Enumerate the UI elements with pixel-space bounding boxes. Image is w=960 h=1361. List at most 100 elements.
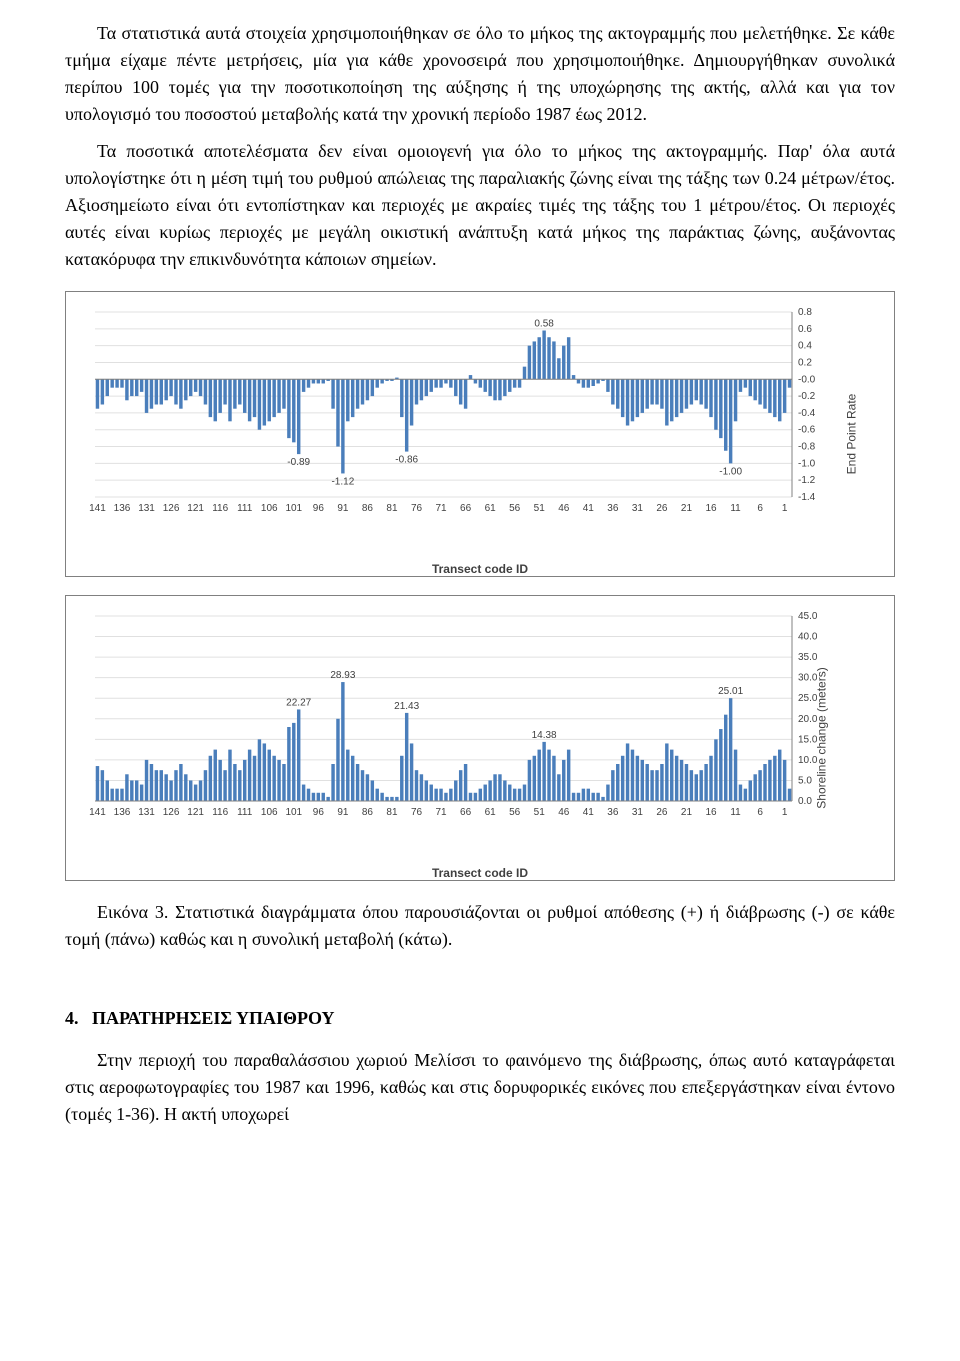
svg-text:40.0: 40.0	[798, 632, 818, 643]
svg-text:-0.4: -0.4	[798, 408, 816, 419]
svg-text:0.0: 0.0	[798, 796, 812, 807]
svg-text:91: 91	[337, 503, 349, 514]
svg-text:16: 16	[705, 503, 717, 514]
svg-text:131: 131	[138, 807, 155, 818]
svg-text:26: 26	[656, 807, 668, 818]
svg-text:21: 21	[681, 503, 693, 514]
svg-text:136: 136	[114, 503, 131, 514]
svg-text:81: 81	[386, 503, 398, 514]
svg-text:0.8: 0.8	[798, 307, 812, 318]
chart-1-xlabel: Transect code ID	[66, 562, 894, 576]
svg-text:36: 36	[607, 807, 619, 818]
svg-text:31: 31	[632, 503, 644, 514]
svg-text:6: 6	[757, 503, 763, 514]
svg-text:106: 106	[261, 807, 278, 818]
svg-text:21.43: 21.43	[394, 701, 419, 712]
svg-text:-1.0: -1.0	[798, 458, 816, 469]
svg-text:141: 141	[89, 807, 106, 818]
svg-text:0.6: 0.6	[798, 324, 812, 335]
svg-text:46: 46	[558, 503, 570, 514]
svg-text:-1.00: -1.00	[719, 466, 742, 477]
svg-text:96: 96	[313, 807, 325, 818]
svg-text:76: 76	[411, 807, 423, 818]
svg-text:126: 126	[163, 503, 180, 514]
svg-text:66: 66	[460, 503, 472, 514]
svg-text:1: 1	[782, 503, 788, 514]
svg-text:56: 56	[509, 807, 521, 818]
svg-text:126: 126	[163, 807, 180, 818]
svg-text:25.01: 25.01	[718, 686, 743, 697]
svg-text:-0.8: -0.8	[798, 442, 816, 453]
svg-text:131: 131	[138, 503, 155, 514]
svg-text:46: 46	[558, 807, 570, 818]
svg-text:61: 61	[485, 807, 497, 818]
svg-text:86: 86	[362, 503, 374, 514]
svg-text:6: 6	[757, 807, 763, 818]
svg-text:111: 111	[237, 503, 253, 514]
chart-1-container: -1.4 -1.2 -1.0 -0.8 -0.6 -0.4 -0.2 -0.0 0.2 0.4 0.…	[65, 291, 895, 577]
svg-text:136: 136	[114, 807, 131, 818]
svg-text:-1.4: -1.4	[798, 492, 816, 503]
svg-text:14.38: 14.38	[532, 730, 557, 741]
svg-text:101: 101	[285, 807, 302, 818]
svg-text:41: 41	[583, 807, 595, 818]
svg-text:28.93: 28.93	[330, 670, 355, 681]
svg-text:61: 61	[485, 503, 497, 514]
svg-text:16: 16	[705, 807, 717, 818]
svg-text:-0.0: -0.0	[798, 374, 816, 385]
intro-paragraph-2: Τα ποσοτικά αποτελέσματα δεν είναι ομοιο…	[65, 138, 895, 273]
chart-1-ylabel: End Point Rate	[845, 394, 859, 475]
svg-text:11: 11	[730, 807, 741, 818]
svg-text:116: 116	[212, 807, 228, 818]
svg-text:26: 26	[656, 503, 668, 514]
section-heading: 4. ΠΑΡΑΤΗΡΗΣΕΙΣ ΥΠΑΙΘΡΟΥ	[65, 1008, 895, 1029]
svg-text:0.4: 0.4	[798, 341, 812, 352]
svg-text:45.0: 45.0	[798, 611, 818, 622]
svg-text:-1.2: -1.2	[798, 475, 816, 486]
svg-text:5.0: 5.0	[798, 775, 812, 786]
svg-text:101: 101	[285, 503, 302, 514]
svg-text:66: 66	[460, 807, 472, 818]
svg-text:41: 41	[583, 503, 595, 514]
svg-text:121: 121	[187, 503, 204, 514]
intro-paragraph-1: Τα στατιστικά αυτά στοιχεία χρησιμοποιήθ…	[65, 20, 895, 128]
svg-text:51: 51	[534, 807, 546, 818]
svg-text:-0.6: -0.6	[798, 425, 816, 436]
svg-text:-0.2: -0.2	[798, 391, 816, 402]
svg-text:81: 81	[386, 807, 398, 818]
svg-text:0.2: 0.2	[798, 357, 812, 368]
svg-text:106: 106	[261, 503, 278, 514]
svg-text:71: 71	[435, 503, 447, 514]
svg-text:-0.86: -0.86	[395, 455, 418, 466]
svg-text:36: 36	[607, 503, 619, 514]
svg-text:21: 21	[681, 807, 693, 818]
svg-text:-1.12: -1.12	[331, 476, 354, 487]
svg-text:-0.89: -0.89	[287, 457, 310, 468]
svg-text:1: 1	[782, 807, 788, 818]
figure-caption: Εικόνα 3. Στατιστικά διαγράμματα όπου πα…	[65, 899, 895, 953]
chart-2: 0.05.010.015.020.025.030.035.040.045.014…	[81, 606, 839, 826]
svg-text:116: 116	[212, 503, 228, 514]
svg-text:0.58: 0.58	[534, 319, 554, 330]
svg-text:56: 56	[509, 503, 521, 514]
svg-text:76: 76	[411, 503, 423, 514]
chart-2-container: 0.05.010.015.020.025.030.035.040.045.014…	[65, 595, 895, 881]
svg-text:31: 31	[632, 807, 644, 818]
svg-text:96: 96	[313, 503, 325, 514]
svg-text:11: 11	[730, 503, 741, 514]
section-title: ΠΑΡΑΤΗΡΗΣΕΙΣ ΥΠΑΙΘΡΟΥ	[92, 1008, 335, 1028]
svg-text:51: 51	[534, 503, 546, 514]
svg-text:35.0: 35.0	[798, 652, 818, 663]
svg-text:22.27: 22.27	[286, 697, 311, 708]
svg-text:121: 121	[187, 807, 204, 818]
section-number: 4.	[65, 1008, 79, 1028]
svg-text:111: 111	[237, 807, 253, 818]
svg-text:86: 86	[362, 807, 374, 818]
chart-1: -1.4 -1.2 -1.0 -0.8 -0.6 -0.4 -0.2 -0.0 0.2 0.4 0.…	[81, 302, 839, 522]
chart-2-xlabel: Transect code ID	[66, 866, 894, 880]
svg-text:141: 141	[89, 503, 106, 514]
svg-text:71: 71	[435, 807, 447, 818]
svg-text:91: 91	[337, 807, 349, 818]
chart-2-ylabel: Shoreline change (meters)	[814, 667, 828, 808]
section-paragraph: Στην περιοχή του παραθαλάσσιου χωριού Με…	[65, 1047, 895, 1128]
